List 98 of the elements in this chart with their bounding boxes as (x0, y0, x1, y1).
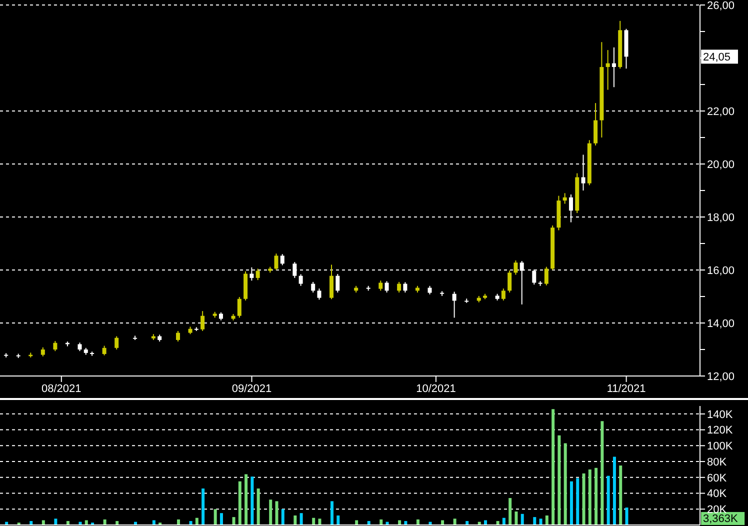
bar (355, 520, 358, 525)
candlestick (562, 192, 567, 204)
candlestick (200, 310, 205, 332)
x-tick-label: 10/2021 (416, 382, 456, 395)
bar (533, 517, 536, 525)
bar (244, 474, 248, 525)
bar (453, 518, 456, 525)
candlestick (606, 50, 610, 90)
bar (256, 488, 260, 525)
bar (54, 518, 58, 525)
candlestick (311, 281, 316, 294)
bar (238, 481, 242, 525)
candlestick (336, 273, 340, 294)
candlestick (102, 345, 106, 356)
candlestick (40, 346, 45, 357)
bar (576, 478, 580, 525)
bar (318, 518, 322, 525)
bar (570, 481, 573, 525)
bar (220, 513, 223, 525)
bar (502, 518, 506, 525)
bar (398, 520, 402, 525)
bar (103, 519, 106, 525)
bar (250, 476, 254, 525)
candlestick (114, 336, 119, 350)
y-tick-label: 40K (707, 488, 728, 500)
candlestick (256, 268, 260, 281)
bar (214, 509, 217, 525)
bar (552, 409, 555, 525)
candlestick (612, 46, 616, 88)
bar (600, 421, 604, 525)
bar (42, 520, 45, 525)
bar (84, 520, 88, 525)
bar (312, 518, 316, 525)
candlestick (317, 288, 322, 300)
bar (619, 466, 622, 525)
bar (588, 469, 592, 525)
bar (300, 513, 303, 525)
bar (508, 498, 512, 525)
candlestick (501, 288, 506, 301)
bar (625, 508, 628, 525)
candlestick (594, 102, 598, 146)
y-tick-label: 12,00 (707, 370, 735, 383)
y-tick-label: 100K (707, 440, 734, 453)
candlestick (403, 282, 408, 294)
y-tick-label: 20,00 (707, 158, 735, 171)
bar (380, 519, 383, 525)
bar (514, 512, 518, 525)
bar (582, 473, 586, 525)
bar (275, 501, 278, 525)
candlestick (514, 260, 518, 276)
text: 3,363K (703, 513, 739, 525)
bar (269, 500, 272, 525)
bar (416, 519, 420, 525)
bar (281, 509, 284, 525)
candlestick (378, 280, 383, 292)
x-tick-label: 11/2021 (606, 382, 646, 395)
x-tick-label: 09/2021 (232, 382, 272, 395)
candlestick (274, 253, 278, 270)
bar (484, 520, 488, 525)
bar (441, 520, 444, 525)
bar (336, 515, 340, 525)
candlestick (53, 340, 58, 352)
bar (564, 443, 567, 525)
bar (520, 514, 524, 525)
bar (558, 435, 561, 525)
candlestick (384, 280, 389, 294)
text: 24,05 (703, 52, 731, 64)
candlestick (452, 291, 456, 318)
candlestick (508, 270, 512, 294)
bar (232, 517, 236, 525)
y-tick-label: 18,00 (707, 212, 735, 224)
y-tick-label: 80K (707, 456, 728, 468)
bar (195, 518, 198, 525)
bar (152, 520, 156, 525)
candlestick (176, 330, 180, 342)
x-tick-label: 08/2021 (42, 382, 82, 395)
bar (294, 515, 297, 525)
bar (202, 488, 205, 525)
y-tick-label: 14,00 (707, 318, 735, 330)
bar (612, 456, 616, 525)
bar (545, 515, 548, 525)
y-tick-label: 120K (707, 424, 734, 437)
candlestick (280, 254, 284, 266)
y-tick-label: 26,00 (707, 0, 735, 12)
y-tick-label: 16,00 (707, 264, 735, 277)
candlestick (397, 281, 402, 294)
bar (177, 519, 180, 525)
y-tick-label: 60K (707, 472, 728, 484)
bar (330, 501, 334, 525)
bar (539, 518, 542, 525)
bar (606, 476, 610, 525)
y-tick-label: 22,00 (707, 106, 735, 118)
candlestick (330, 264, 334, 300)
candlestick (544, 266, 548, 286)
y-tick-label: 140K (707, 408, 734, 421)
candlestick (298, 274, 303, 286)
candlestick (237, 296, 242, 318)
bar (594, 468, 598, 525)
